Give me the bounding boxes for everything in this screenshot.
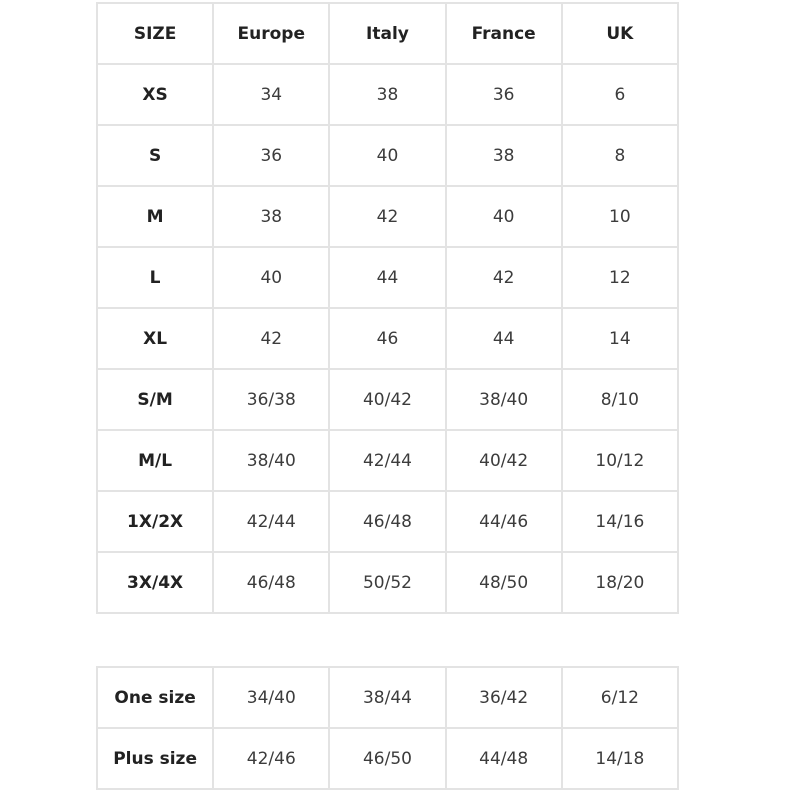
size-value-cell: 34/40 xyxy=(212,666,331,729)
size-value-cell: 42/44 xyxy=(212,490,331,553)
size-value-cell: 50/52 xyxy=(328,551,447,614)
size-label-cell: M xyxy=(95,185,215,248)
size-value-cell: 10 xyxy=(560,185,680,248)
table-row: M/L 38/40 42/44 40/42 10/12 xyxy=(95,429,680,492)
size-value-cell: 36 xyxy=(212,124,331,187)
size-value-cell: 34 xyxy=(212,63,331,126)
size-label-cell: 1X/2X xyxy=(95,490,215,553)
size-value-cell: 14 xyxy=(560,307,680,370)
table-row: 3X/4X 46/48 50/52 48/50 18/20 xyxy=(95,551,680,614)
table-row: M 38 42 40 10 xyxy=(95,185,680,248)
size-value-cell: 42 xyxy=(444,246,563,309)
size-conversion-table: SIZE Europe Italy France UK XS 34 38 36 6 S 36 40 38 8… xyxy=(95,2,680,614)
size-value-cell: 46 xyxy=(328,307,447,370)
size-label-cell: 3X/4X xyxy=(95,551,215,614)
size-value-cell: 8/10 xyxy=(560,368,680,431)
size-value-cell: 36/38 xyxy=(212,368,331,431)
size-value-cell: 40/42 xyxy=(444,429,563,492)
size-value-cell: 42 xyxy=(328,185,447,248)
special-size-table: One size 34/40 38/44 36/42 6/12 Plus size 42/4… xyxy=(95,666,680,790)
table-row: S/M 36/38 40/42 38/40 8/10 xyxy=(95,368,680,431)
size-value-cell: 8 xyxy=(560,124,680,187)
size-value-cell: 40/42 xyxy=(328,368,447,431)
size-value-cell: 38/40 xyxy=(444,368,563,431)
table-row: XS 34 38 36 6 xyxy=(95,63,680,126)
size-value-cell: 14/18 xyxy=(560,727,680,790)
size-label-cell: XS xyxy=(95,63,215,126)
size-value-cell: 42/44 xyxy=(328,429,447,492)
size-label-cell: S xyxy=(95,124,215,187)
size-value-cell: 38/40 xyxy=(212,429,331,492)
column-header: Italy xyxy=(328,2,447,65)
size-value-cell: 44 xyxy=(328,246,447,309)
size-value-cell: 38 xyxy=(328,63,447,126)
size-label-cell: S/M xyxy=(95,368,215,431)
size-label-cell: Plus size xyxy=(95,727,215,790)
size-value-cell: 48/50 xyxy=(444,551,563,614)
size-value-cell: 6 xyxy=(560,63,680,126)
table-row: One size 34/40 38/44 36/42 6/12 xyxy=(95,666,680,729)
table-row: Plus size 42/46 46/50 44/48 14/18 xyxy=(95,727,680,790)
size-value-cell: 36/42 xyxy=(444,666,563,729)
size-value-cell: 46/48 xyxy=(328,490,447,553)
size-value-cell: 44 xyxy=(444,307,563,370)
table-row: 1X/2X 42/44 46/48 44/46 14/16 xyxy=(95,490,680,553)
size-value-cell: 36 xyxy=(444,63,563,126)
size-value-cell: 6/12 xyxy=(560,666,680,729)
size-value-cell: 46/48 xyxy=(212,551,331,614)
column-header: France xyxy=(444,2,563,65)
size-value-cell: 18/20 xyxy=(560,551,680,614)
size-value-cell: 44/48 xyxy=(444,727,563,790)
size-value-cell: 38 xyxy=(444,124,563,187)
size-value-cell: 40 xyxy=(444,185,563,248)
size-label-cell: L xyxy=(95,246,215,309)
header-row: SIZE Europe Italy France UK xyxy=(95,2,680,65)
column-header: Europe xyxy=(212,2,331,65)
size-value-cell: 42 xyxy=(212,307,331,370)
size-value-cell: 40 xyxy=(212,246,331,309)
size-label-cell: One size xyxy=(95,666,215,729)
size-value-cell: 40 xyxy=(328,124,447,187)
column-header: SIZE xyxy=(95,2,215,65)
table-row: L 40 44 42 12 xyxy=(95,246,680,309)
size-value-cell: 38/44 xyxy=(328,666,447,729)
table-row: XL 42 46 44 14 xyxy=(95,307,680,370)
size-label-cell: XL xyxy=(95,307,215,370)
size-value-cell: 42/46 xyxy=(212,727,331,790)
size-value-cell: 10/12 xyxy=(560,429,680,492)
size-value-cell: 12 xyxy=(560,246,680,309)
size-label-cell: M/L xyxy=(95,429,215,492)
size-value-cell: 14/16 xyxy=(560,490,680,553)
size-value-cell: 38 xyxy=(212,185,331,248)
column-header: UK xyxy=(560,2,680,65)
size-value-cell: 46/50 xyxy=(328,727,447,790)
table-row: S 36 40 38 8 xyxy=(95,124,680,187)
size-value-cell: 44/46 xyxy=(444,490,563,553)
